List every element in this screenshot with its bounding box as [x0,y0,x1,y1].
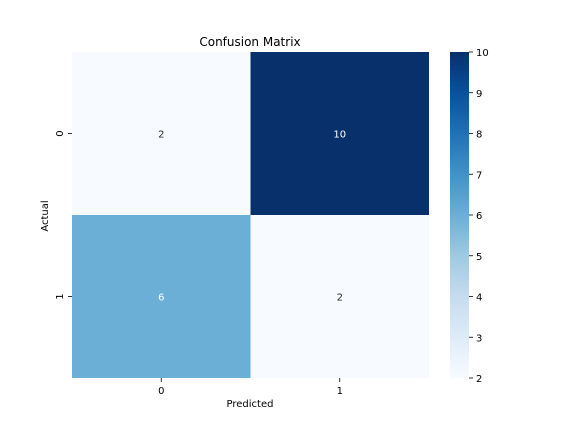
colorbar-axis: 2 3 4 5 6 7 8 9 10 [469,48,489,385]
heatmap-cell [250,52,429,215]
cell-value-label: 2 [158,130,164,141]
colorbar-tick-label: 10 [476,48,489,59]
heatmap-cell [250,215,429,378]
cell-value-label: 6 [158,293,164,304]
colorbar-tick-label: 8 [476,130,482,141]
y-tick-label: 0 [55,130,66,136]
x-axis-label: Predicted [227,399,274,410]
colorbar [450,52,469,378]
heatmap-cell [72,52,251,215]
colorbar-tick-label: 3 [476,333,482,344]
cell-value-label: 10 [333,130,346,141]
colorbar-tick-label: 4 [476,293,482,304]
colorbar-tick-label: 7 [476,170,482,181]
y-tick-label: 1 [55,293,66,299]
x-tick-label: 1 [337,386,343,397]
cell-value-label: 2 [337,293,343,304]
y-axis: 01 [55,130,72,300]
colorbar-tick-label: 9 [476,89,482,100]
colorbar-tick-label: 5 [476,252,482,263]
x-tick-label: 0 [158,386,164,397]
heatmap-cell [72,215,251,378]
colorbar-tick-label: 2 [476,374,482,385]
y-axis-label: Actual [40,200,51,231]
chart-title: Confusion Matrix [199,35,300,49]
heatmap-cells: 2 10 6 2 [72,52,429,378]
colorbar-tick-label: 6 [476,211,482,222]
